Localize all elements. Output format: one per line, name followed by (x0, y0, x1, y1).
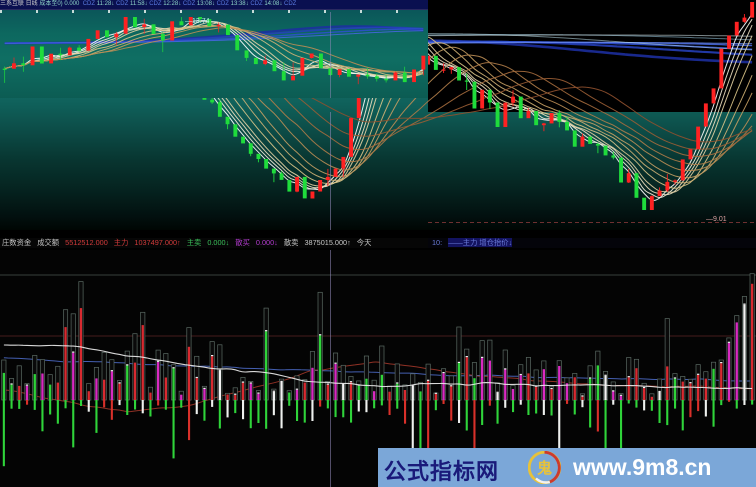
svg-text:鬼: 鬼 (537, 459, 552, 477)
